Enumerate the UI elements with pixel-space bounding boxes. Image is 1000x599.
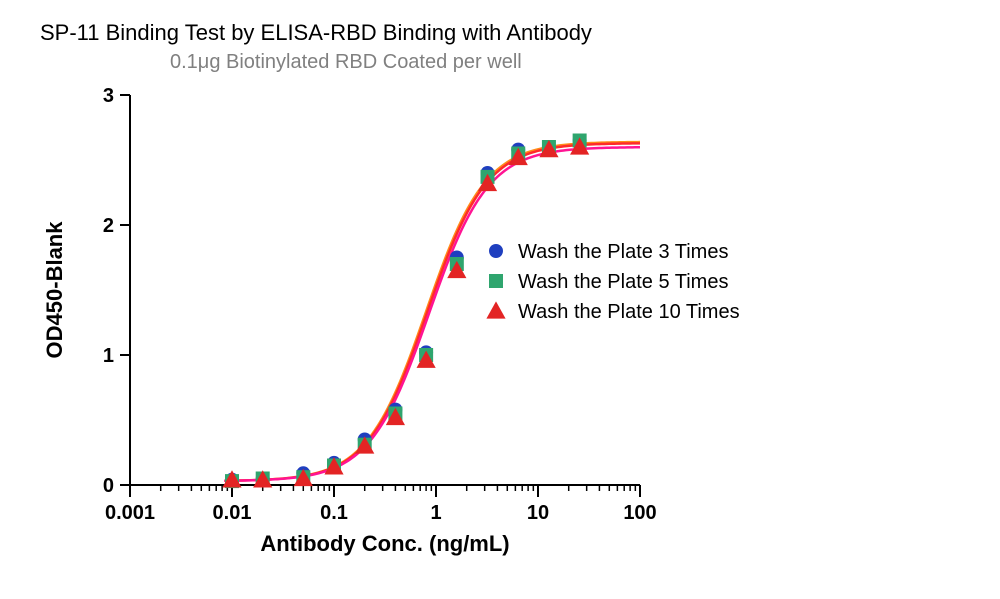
legend-label: Wash the Plate 5 Times xyxy=(518,271,728,293)
ytick-label: 0 xyxy=(103,475,114,497)
xtick-label: 0.1 xyxy=(320,502,348,524)
elisa-binding-chart: SP-11 Binding Test by ELISA-RBD Binding … xyxy=(0,0,1000,599)
y-axis-label: OD450-Blank xyxy=(42,221,67,359)
xtick-label: 1 xyxy=(430,502,441,524)
data-point xyxy=(486,301,505,318)
ytick-label: 2 xyxy=(103,215,114,237)
legend-label: Wash the Plate 3 Times xyxy=(518,241,728,263)
legend-label: Wash the Plate 10 Times xyxy=(518,301,740,323)
data-point xyxy=(489,244,503,258)
data-point xyxy=(489,274,503,288)
chart-subtitle: 0.1μg Biotinylated RBD Coated per well xyxy=(170,51,522,73)
xtick-label: 0.001 xyxy=(105,502,155,524)
xtick-label: 10 xyxy=(527,502,549,524)
xtick-label: 100 xyxy=(623,502,656,524)
x-axis-label: Antibody Conc. (ng/mL) xyxy=(260,531,509,556)
chart-svg: SP-11 Binding Test by ELISA-RBD Binding … xyxy=(0,0,1000,599)
ytick-label: 3 xyxy=(103,85,114,107)
xtick-label: 0.01 xyxy=(213,502,252,524)
ytick-label: 1 xyxy=(103,345,114,367)
chart-title: SP-11 Binding Test by ELISA-RBD Binding … xyxy=(40,20,592,45)
